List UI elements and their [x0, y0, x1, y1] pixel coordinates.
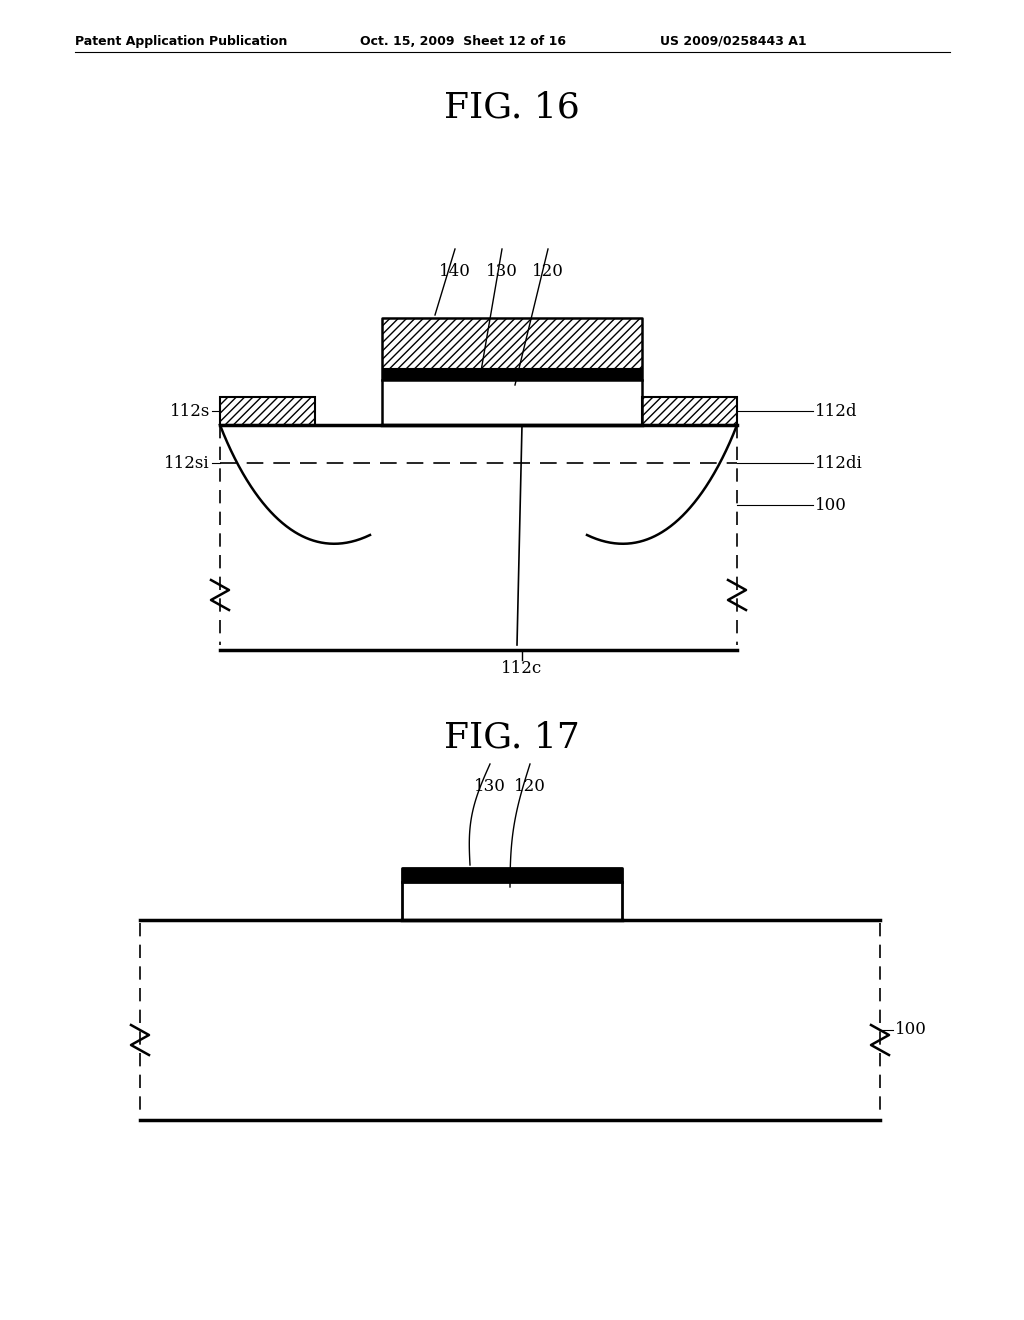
Text: US 2009/0258443 A1: US 2009/0258443 A1 [660, 36, 807, 48]
Text: 112di: 112di [815, 454, 863, 471]
Bar [382, 318, 642, 368]
Text: 140: 140 [439, 263, 471, 280]
Text: 100: 100 [895, 1022, 927, 1039]
Bar [220, 397, 315, 425]
Text: 112c: 112c [502, 660, 543, 677]
Text: 112d: 112d [815, 403, 857, 420]
Text: 112s: 112s [170, 403, 210, 420]
Text: FIG. 16: FIG. 16 [444, 90, 580, 124]
Text: 120: 120 [532, 263, 564, 280]
Bar [382, 380, 642, 425]
Bar [402, 882, 622, 920]
Text: 130: 130 [486, 263, 518, 280]
Text: Patent Application Publication: Patent Application Publication [75, 36, 288, 48]
Text: 130: 130 [474, 777, 506, 795]
Bar [402, 869, 622, 882]
Text: 112si: 112si [165, 454, 210, 471]
Bar [642, 397, 737, 425]
Bar [382, 368, 642, 380]
Text: 120: 120 [514, 777, 546, 795]
Text: Oct. 15, 2009  Sheet 12 of 16: Oct. 15, 2009 Sheet 12 of 16 [360, 36, 566, 48]
Text: 100: 100 [815, 496, 847, 513]
Text: FIG. 17: FIG. 17 [444, 719, 580, 754]
